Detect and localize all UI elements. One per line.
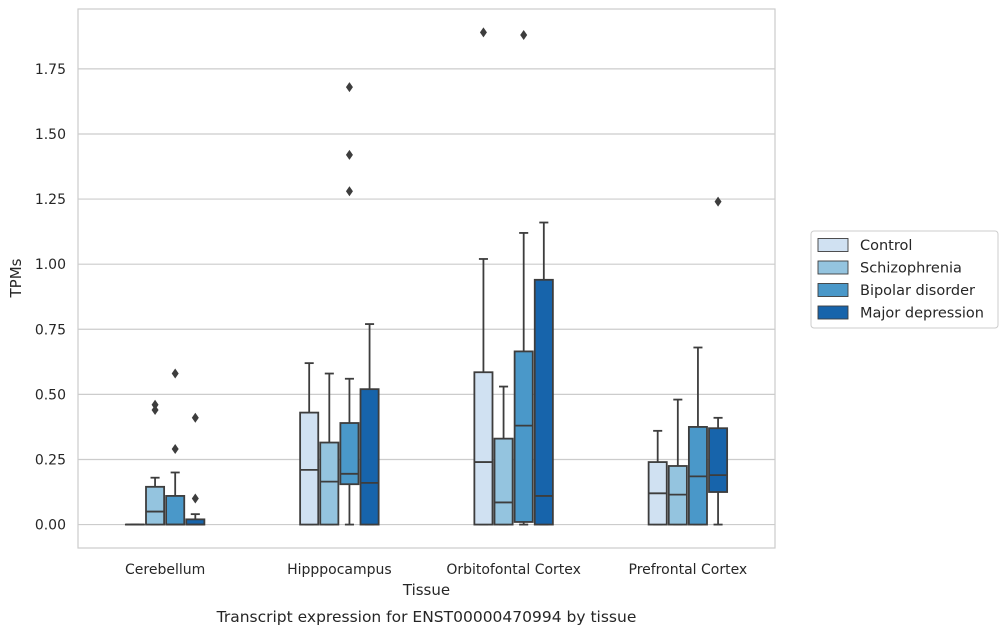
legend-label: Bipolar disorder	[860, 283, 975, 299]
legend: Control Schizophrenia Bipolar disorder Majo…	[810, 230, 999, 329]
box-body	[533, 278, 554, 526]
box-major-depression	[359, 323, 380, 526]
x-axis-label: Tissue	[402, 581, 450, 599]
plot-frame	[77, 8, 776, 549]
x-tick-label: Prefrontal Cortex	[629, 562, 748, 578]
box-body	[359, 388, 380, 526]
box-body	[299, 411, 320, 526]
outlier-point	[345, 149, 353, 160]
y-tick-label: 0.50	[35, 387, 66, 403]
y-axis-label: TPMs	[7, 258, 25, 298]
x-tick-label: Orbitofontal Cortex	[446, 562, 581, 578]
box-body	[493, 437, 514, 526]
outlier-point	[151, 404, 159, 415]
box-schizophrenia	[319, 372, 340, 526]
y-tick-label: 1.25	[35, 192, 66, 208]
legend-swatch	[817, 260, 849, 275]
y-tick-label: 1.75	[35, 62, 66, 78]
outlier-point	[520, 30, 528, 41]
outlier-point	[151, 399, 159, 410]
box-bipolar-disorder	[513, 30, 534, 526]
box-major-depression	[533, 221, 554, 526]
box-bipolar-disorder	[339, 82, 360, 526]
box-major-depression	[185, 412, 206, 526]
legend-label: Major depression	[860, 306, 984, 322]
legend-label: Control	[860, 238, 912, 254]
x-tick-label: Cerebellum	[125, 562, 205, 578]
box-body	[513, 350, 534, 523]
box-bipolar-disorder	[165, 368, 186, 526]
outlier-point	[345, 82, 353, 93]
outlier-point	[171, 444, 179, 455]
outlier-point	[479, 27, 487, 38]
plot-background	[78, 9, 775, 548]
y-tick-label: 1.50	[35, 127, 66, 143]
box-plots	[124, 27, 729, 526]
outlier-point	[345, 186, 353, 197]
box-control	[647, 429, 668, 526]
box-control	[299, 362, 320, 526]
y-tick-label: 0.75	[35, 322, 66, 338]
box-control	[473, 27, 494, 526]
box-schizophrenia	[145, 399, 166, 526]
x-tick-labels: Cerebellum Hipppocampus Orbitofontal Corte…	[125, 562, 747, 578]
box-major-depression	[708, 196, 729, 526]
y-tick-label: 1.00	[35, 257, 66, 273]
box-schizophrenia	[493, 385, 514, 526]
legend-swatch	[817, 283, 849, 297]
outlier-point	[171, 368, 179, 379]
y-tick-label: 0.00	[35, 518, 66, 534]
box-body	[339, 422, 360, 486]
legend-swatch	[817, 238, 849, 252]
box-body	[473, 371, 494, 526]
legend-swatch	[817, 305, 849, 320]
y-tick-label: 0.25	[35, 452, 66, 468]
legend-frame	[810, 230, 999, 329]
legend-label: Schizophrenia	[860, 261, 962, 277]
box-body	[165, 495, 186, 526]
box-body	[319, 441, 340, 526]
box-body	[145, 485, 166, 526]
y-tick-labels: 0.00 0.25 0.50 0.75 1.00 1.25 1.50 1.75	[35, 62, 66, 534]
box-schizophrenia	[667, 398, 688, 526]
outlier-point	[191, 493, 199, 504]
outlier-point	[191, 412, 199, 423]
box-body	[708, 427, 729, 493]
outlier-point	[714, 196, 722, 207]
x-tick-label: Hipppocampus	[287, 562, 392, 578]
box-bipolar-disorder	[687, 346, 708, 526]
figure-caption: Transcript expression for ENST0000047099…	[216, 608, 637, 626]
